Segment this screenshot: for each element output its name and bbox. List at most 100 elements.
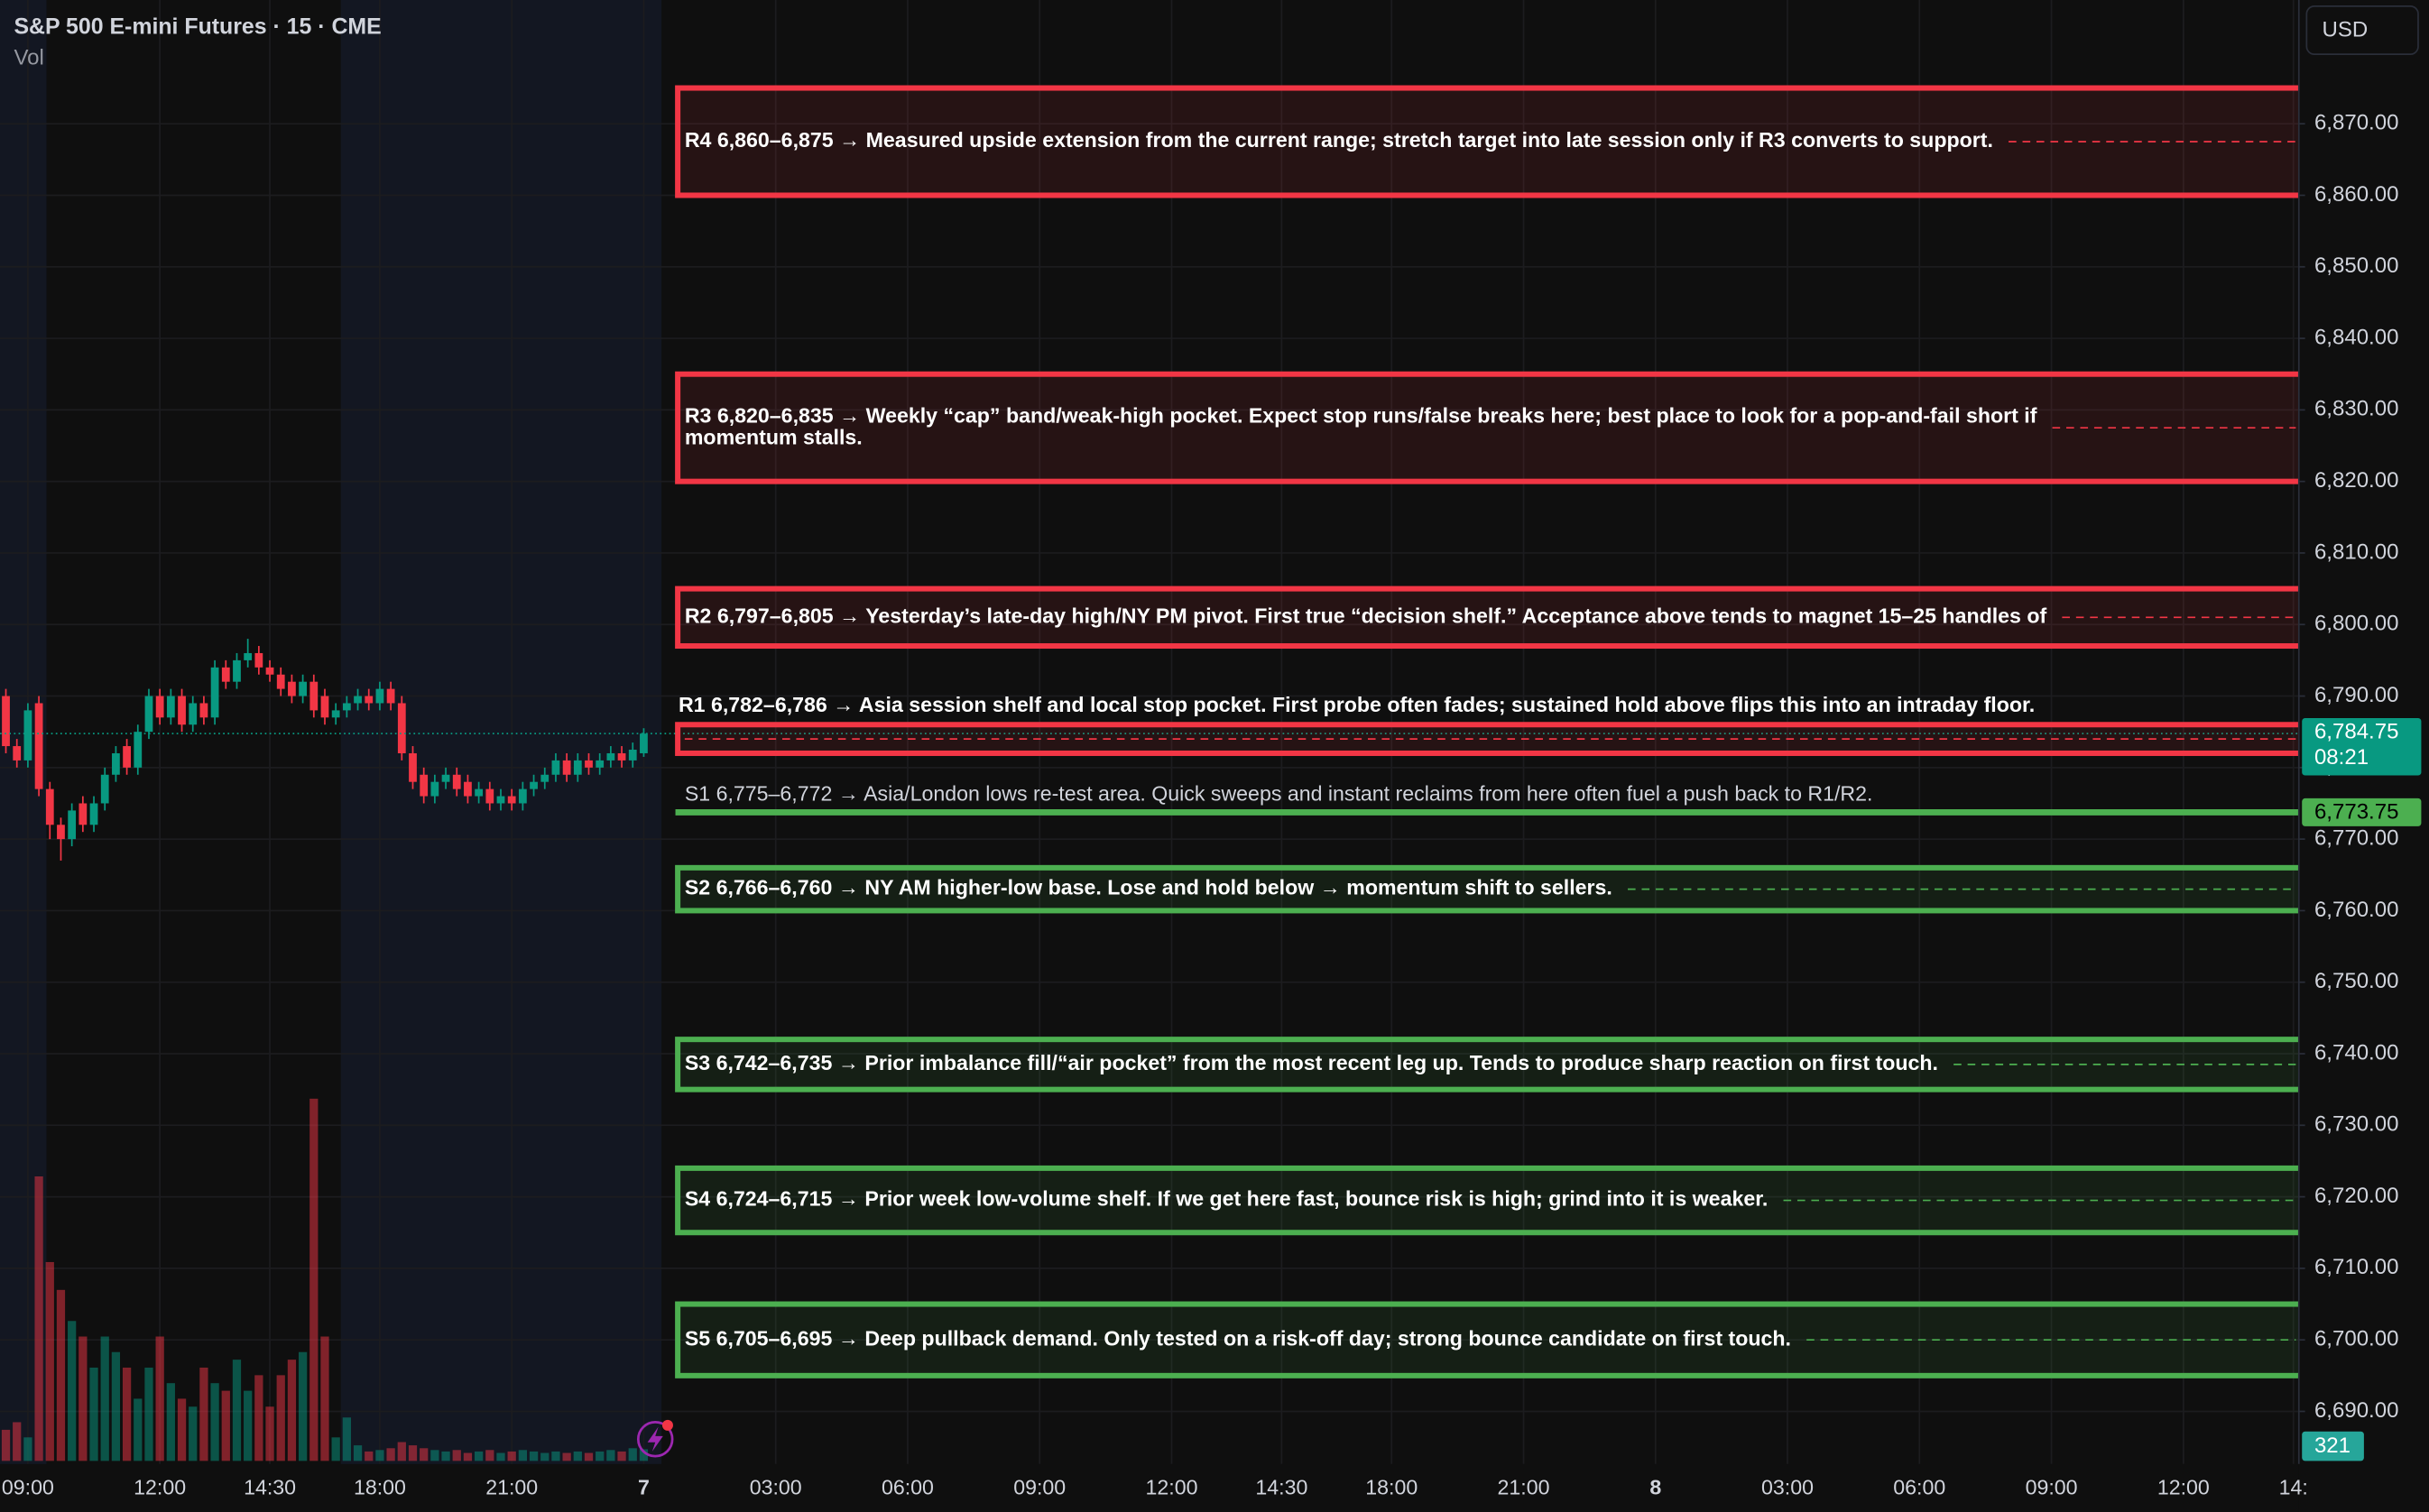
volume-bar bbox=[551, 1451, 560, 1461]
volume-bar bbox=[210, 1383, 219, 1461]
volume-bar bbox=[276, 1375, 285, 1461]
candle-body bbox=[496, 796, 505, 804]
candle-body bbox=[530, 781, 538, 789]
volume-bar bbox=[474, 1451, 484, 1461]
candle-body bbox=[34, 703, 43, 789]
zone-box bbox=[675, 371, 2311, 484]
candle-body bbox=[265, 667, 274, 675]
y-tick-label: 6,790.00 bbox=[2314, 683, 2398, 707]
volume-bar bbox=[265, 1406, 274, 1461]
volume-bar bbox=[375, 1450, 384, 1461]
candle-body bbox=[288, 681, 296, 696]
candle-body bbox=[68, 810, 77, 840]
candle-body bbox=[585, 760, 593, 768]
candle-body bbox=[365, 696, 374, 704]
volume-bar bbox=[540, 1452, 550, 1461]
volume-bar bbox=[56, 1289, 66, 1461]
candle-body bbox=[79, 803, 88, 825]
candle-body bbox=[13, 746, 22, 761]
zone-box bbox=[675, 85, 2311, 198]
candle-body bbox=[244, 652, 253, 660]
x-tick-label: 8 bbox=[1649, 1475, 1661, 1498]
volume-bar bbox=[100, 1336, 109, 1461]
volume-bar bbox=[189, 1406, 198, 1461]
y-tick-label: 6,810.00 bbox=[2314, 539, 2398, 564]
volume-bar bbox=[386, 1448, 395, 1461]
volume-bar bbox=[34, 1175, 43, 1461]
volume-bar bbox=[23, 1437, 32, 1461]
candle-body bbox=[375, 688, 384, 704]
candle-body bbox=[464, 781, 472, 797]
price-axis: 6,870.00 6,860.00 6,850.00 6,840.00 6,830.00… bbox=[2298, 111, 2422, 1461]
y-tick-label: 6,860.00 bbox=[2314, 182, 2398, 207]
volume-bar bbox=[639, 1449, 649, 1461]
alert-icon[interactable] bbox=[636, 1419, 674, 1458]
volume-bar bbox=[529, 1451, 539, 1461]
currency-button-box[interactable] bbox=[2305, 5, 2419, 55]
zone-label: S4 6,724–6,715 → Prior week low-volume s… bbox=[685, 1187, 1769, 1211]
x-tick-label: 18:00 bbox=[1365, 1475, 1418, 1498]
volume-bar bbox=[244, 1390, 253, 1461]
volume-bar bbox=[155, 1336, 164, 1461]
volume-bar bbox=[13, 1422, 22, 1461]
zone-label: S2 6,766–6,760 → NY AM higher-low base. … bbox=[685, 876, 1612, 899]
volume-tag-label: 321 bbox=[2314, 1434, 2350, 1458]
volume-bar bbox=[596, 1451, 605, 1461]
candle-body bbox=[254, 652, 263, 668]
candle-body bbox=[507, 796, 516, 804]
alert-dot[interactable] bbox=[661, 1419, 673, 1431]
y-tick-label: 6,830.00 bbox=[2314, 397, 2398, 421]
volume-tag bbox=[2302, 1431, 2364, 1461]
volume-bar bbox=[166, 1383, 175, 1461]
candle-body bbox=[45, 788, 54, 825]
volume-bar bbox=[309, 1098, 319, 1461]
alert-ring[interactable] bbox=[636, 1421, 674, 1458]
candle-body bbox=[420, 774, 429, 797]
y-tick-label: 6,720.00 bbox=[2314, 1184, 2398, 1208]
candle-body bbox=[144, 696, 153, 733]
candle-body bbox=[617, 752, 626, 761]
candle-body bbox=[100, 774, 109, 804]
currency-label[interactable]: USD bbox=[2323, 18, 2369, 42]
candle-body bbox=[89, 803, 98, 825]
candle-body bbox=[518, 788, 527, 804]
y-tick-label: 6,700.00 bbox=[2314, 1327, 2398, 1351]
volume-bar bbox=[111, 1351, 121, 1461]
candle-body bbox=[551, 760, 560, 775]
x-tick-label: 18:00 bbox=[354, 1475, 406, 1498]
volume-pane bbox=[1, 1098, 649, 1461]
y-tick-label: 6,760.00 bbox=[2314, 898, 2398, 922]
volume-bar bbox=[420, 1448, 429, 1461]
volume-bar bbox=[353, 1445, 363, 1461]
x-tick-label: 7 bbox=[638, 1475, 650, 1498]
candle-body bbox=[640, 733, 648, 753]
alert-bolt[interactable] bbox=[647, 1426, 663, 1452]
candle-body bbox=[23, 710, 32, 761]
candle-body bbox=[628, 750, 637, 761]
volume-bar bbox=[342, 1417, 351, 1461]
x-tick-label: 12:00 bbox=[1146, 1475, 1198, 1498]
currency-button[interactable]: USD bbox=[2305, 5, 2419, 55]
zone-label: R1 6,782–6,786 → Asia session shelf and … bbox=[679, 693, 2035, 716]
candle-body bbox=[562, 760, 571, 775]
volume-bar bbox=[287, 1360, 297, 1461]
volume-bar bbox=[68, 1321, 77, 1461]
zone-label: S5 6,705–6,695 → Deep pullback demand. O… bbox=[685, 1326, 1791, 1350]
candle-body bbox=[178, 696, 186, 725]
candle-body bbox=[309, 681, 319, 711]
candle-body bbox=[342, 703, 351, 711]
volume-bar bbox=[320, 1336, 329, 1461]
candle-body bbox=[221, 667, 230, 682]
volume-bar bbox=[606, 1450, 615, 1461]
x-tick-label: 06:00 bbox=[1893, 1475, 1945, 1498]
candle-body bbox=[475, 788, 484, 797]
x-tick-label: 12:00 bbox=[2157, 1475, 2210, 1498]
candle-body bbox=[606, 752, 615, 761]
zone-label: S1 6,775–6,772 → Asia/London lows re-tes… bbox=[685, 782, 1873, 806]
volume-bar bbox=[89, 1367, 98, 1461]
x-tick-label: 09:00 bbox=[2026, 1475, 2078, 1498]
zone-label: R4 6,860–6,875 → Measured upside extensi… bbox=[685, 128, 1993, 152]
candle-body bbox=[485, 788, 494, 804]
